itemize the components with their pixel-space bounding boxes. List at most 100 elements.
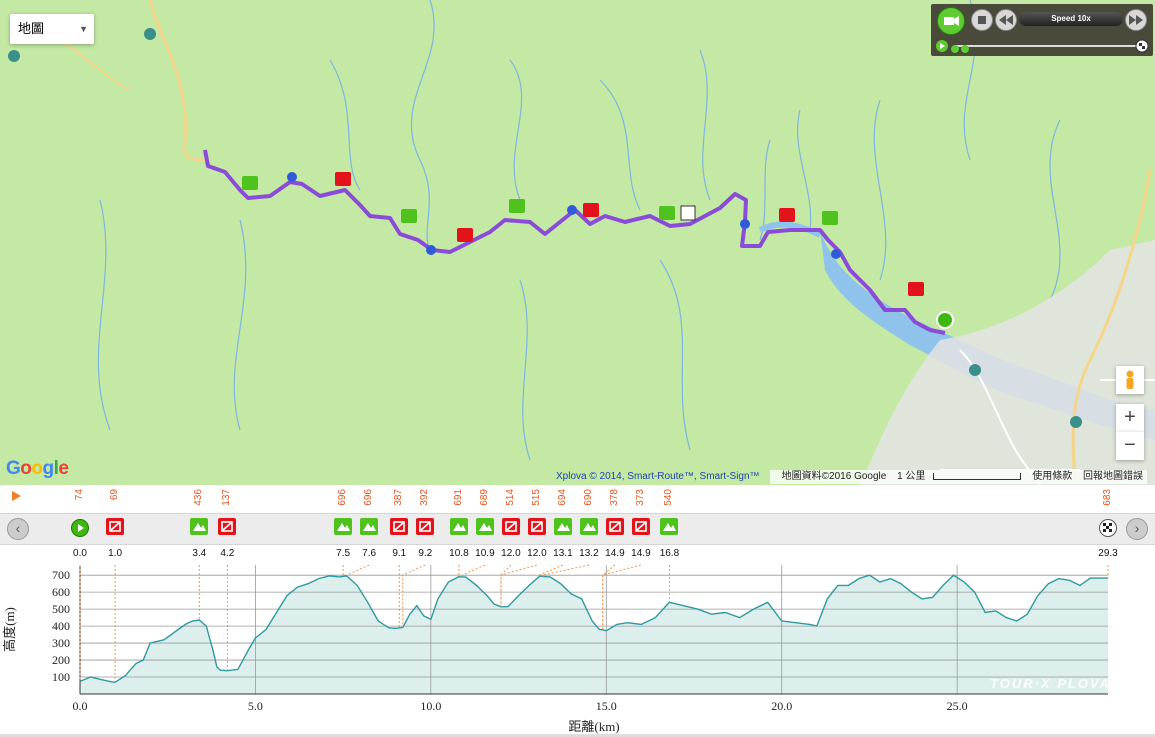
speed-display: Speed 10x [1019, 12, 1123, 26]
sign-elevation-label: 690 [582, 489, 594, 506]
sign-peak[interactable]: 690 13.2 [577, 486, 601, 564]
sign-climb-end[interactable]: 137 4.2 [215, 486, 239, 564]
sign-leader-line [346, 564, 370, 576]
sign-peak[interactable]: 696 7.6 [357, 486, 381, 564]
sign-elevation-label: 696 [337, 489, 349, 506]
scale-label: 1 公里 [897, 471, 926, 482]
descent-icon [416, 518, 435, 535]
y-tick-label: 400 [52, 619, 70, 633]
next-sign-button[interactable]: › [1126, 518, 1148, 540]
fast-forward-button[interactable] [1125, 9, 1147, 31]
map-canvas[interactable] [0, 0, 1155, 485]
terms-link[interactable]: 使用條款 [1032, 471, 1073, 482]
elevation-line [79, 574, 1108, 684]
zoom-in-button[interactable]: + [1116, 404, 1144, 432]
sign-distance-label: 14.9 [605, 548, 625, 559]
y-tick-label: 100 [52, 670, 70, 684]
y-tick-label: 500 [52, 602, 70, 616]
video-camera-icon[interactable] [937, 7, 965, 35]
sign-climb-end[interactable]: 69 1.0 [103, 486, 127, 564]
sign-leader-line [500, 564, 538, 607]
mountain-icon [579, 518, 598, 535]
mountain-icon [334, 518, 353, 535]
cyclist-icon[interactable] [951, 38, 969, 54]
sign-elevation-label: 694 [556, 489, 568, 506]
sign-elevation-label: 392 [419, 489, 431, 506]
sign-elevation-label: 436 [193, 489, 205, 506]
map-type-select[interactable]: 地圖 ▼ [10, 14, 94, 44]
stop-button[interactable] [971, 9, 993, 31]
report-link[interactable]: 回報地圖錯誤 [1083, 471, 1143, 482]
sign-peak[interactable]: 696 7.5 [331, 486, 355, 564]
sign-leader-line [602, 564, 616, 630]
x-tick-label: 5.0 [248, 699, 263, 713]
y-tick-label: 600 [52, 585, 70, 599]
y-axis-label: 高度(m) [2, 607, 17, 652]
tour-xplova-watermark: TOUR·X PLOVA.com [990, 676, 1150, 691]
sign-distance-label: 14.9 [631, 548, 651, 559]
street-view-pegman-icon[interactable] [1116, 366, 1144, 394]
route-line [203, 149, 946, 335]
sign-distance-label: 3.4 [192, 548, 207, 559]
bottom-divider [0, 734, 1155, 737]
sign-finish[interactable]: 683 29.3 [1096, 486, 1120, 564]
sign-elevation-label: 540 [663, 489, 675, 506]
descent-icon [605, 518, 624, 535]
sign-distance-label: 10.9 [475, 548, 495, 559]
sign-distance-label: 1.0 [108, 548, 123, 559]
sign-leader-line [500, 564, 512, 607]
zoom-out-button[interactable]: − [1116, 432, 1144, 460]
rewind-button[interactable] [995, 9, 1017, 31]
descent-icon [218, 518, 237, 535]
descent-icon [106, 518, 125, 535]
sign-peak[interactable]: 436 3.4 [187, 486, 211, 564]
sign-climb-end[interactable]: 387 9.1 [387, 486, 411, 564]
sign-elevation-label: 69 [109, 489, 121, 501]
map-view[interactable]: 地圖 ▼ Google Xplova © 2014, Smart-Route™,… [0, 0, 1155, 485]
sign-peak[interactable]: 689 10.9 [473, 486, 497, 564]
sign-leader-line [542, 564, 590, 577]
sign-climb-end[interactable]: 514 12.0 [499, 486, 523, 564]
sign-distance-label: 9.1 [392, 548, 407, 559]
descent-icon [631, 518, 650, 535]
sign-climb-end[interactable]: 373 14.9 [629, 486, 653, 564]
start-icon [71, 519, 89, 537]
sign-elevation-label: 514 [504, 489, 516, 506]
start-flag-icon [936, 40, 948, 52]
sign-climb-end[interactable]: 392 9.2 [413, 486, 437, 564]
sign-peak[interactable]: 691 10.8 [447, 486, 471, 564]
speed-value: 10x [1077, 14, 1091, 23]
sign-distance-label: 13.2 [579, 548, 599, 559]
x-tick-label: 10.0 [420, 699, 441, 713]
sign-leader-line [602, 564, 642, 631]
playback-track[interactable] [955, 45, 1137, 47]
elevation-chart[interactable]: 100 200 300 400 500 600 700 0.0 5.0 10.0 15.0 20.0 2… [0, 563, 1155, 734]
sign-start[interactable]: 74 0.0 [68, 486, 92, 564]
x-tick-label: 25.0 [947, 699, 968, 713]
sign-elevation-label: 378 [608, 489, 620, 506]
x-tick-label: 0.0 [73, 699, 88, 713]
sign-peak[interactable]: 540 16.8 [657, 486, 681, 564]
sign-peak[interactable]: 694 13.1 [551, 486, 575, 564]
y-tick-label: 300 [52, 636, 70, 650]
sign-climb-end[interactable]: 515 12.0 [525, 486, 549, 564]
sign-elevation-label: 691 [452, 489, 464, 506]
sign-leader-line [539, 564, 564, 577]
checkered-flag-icon [1099, 519, 1117, 537]
prev-sign-button[interactable]: ‹ [7, 518, 29, 540]
map-data-attribution: 地圖資料©2016 Google [781, 471, 887, 482]
x-tick-label: 20.0 [771, 699, 792, 713]
mountain-icon [553, 518, 572, 535]
sign-elevation-label: 696 [363, 489, 375, 506]
play-profile-icon[interactable] [12, 491, 21, 501]
mountain-icon [360, 518, 379, 535]
chevron-down-icon: ▼ [79, 24, 88, 34]
sign-distance-label: 16.8 [659, 548, 680, 559]
xplova-attribution[interactable]: Xplova © 2014, Smart-Route™, Smart-Sign™ [556, 471, 760, 482]
sign-distance-label: 7.6 [362, 548, 377, 559]
sign-distance-label: 12.0 [527, 548, 547, 559]
mountain-icon [449, 518, 468, 535]
sign-distance-label: 9.2 [418, 548, 433, 559]
sign-distance-label: 7.5 [336, 548, 351, 559]
sign-climb-end[interactable]: 378 14.9 [603, 486, 627, 564]
